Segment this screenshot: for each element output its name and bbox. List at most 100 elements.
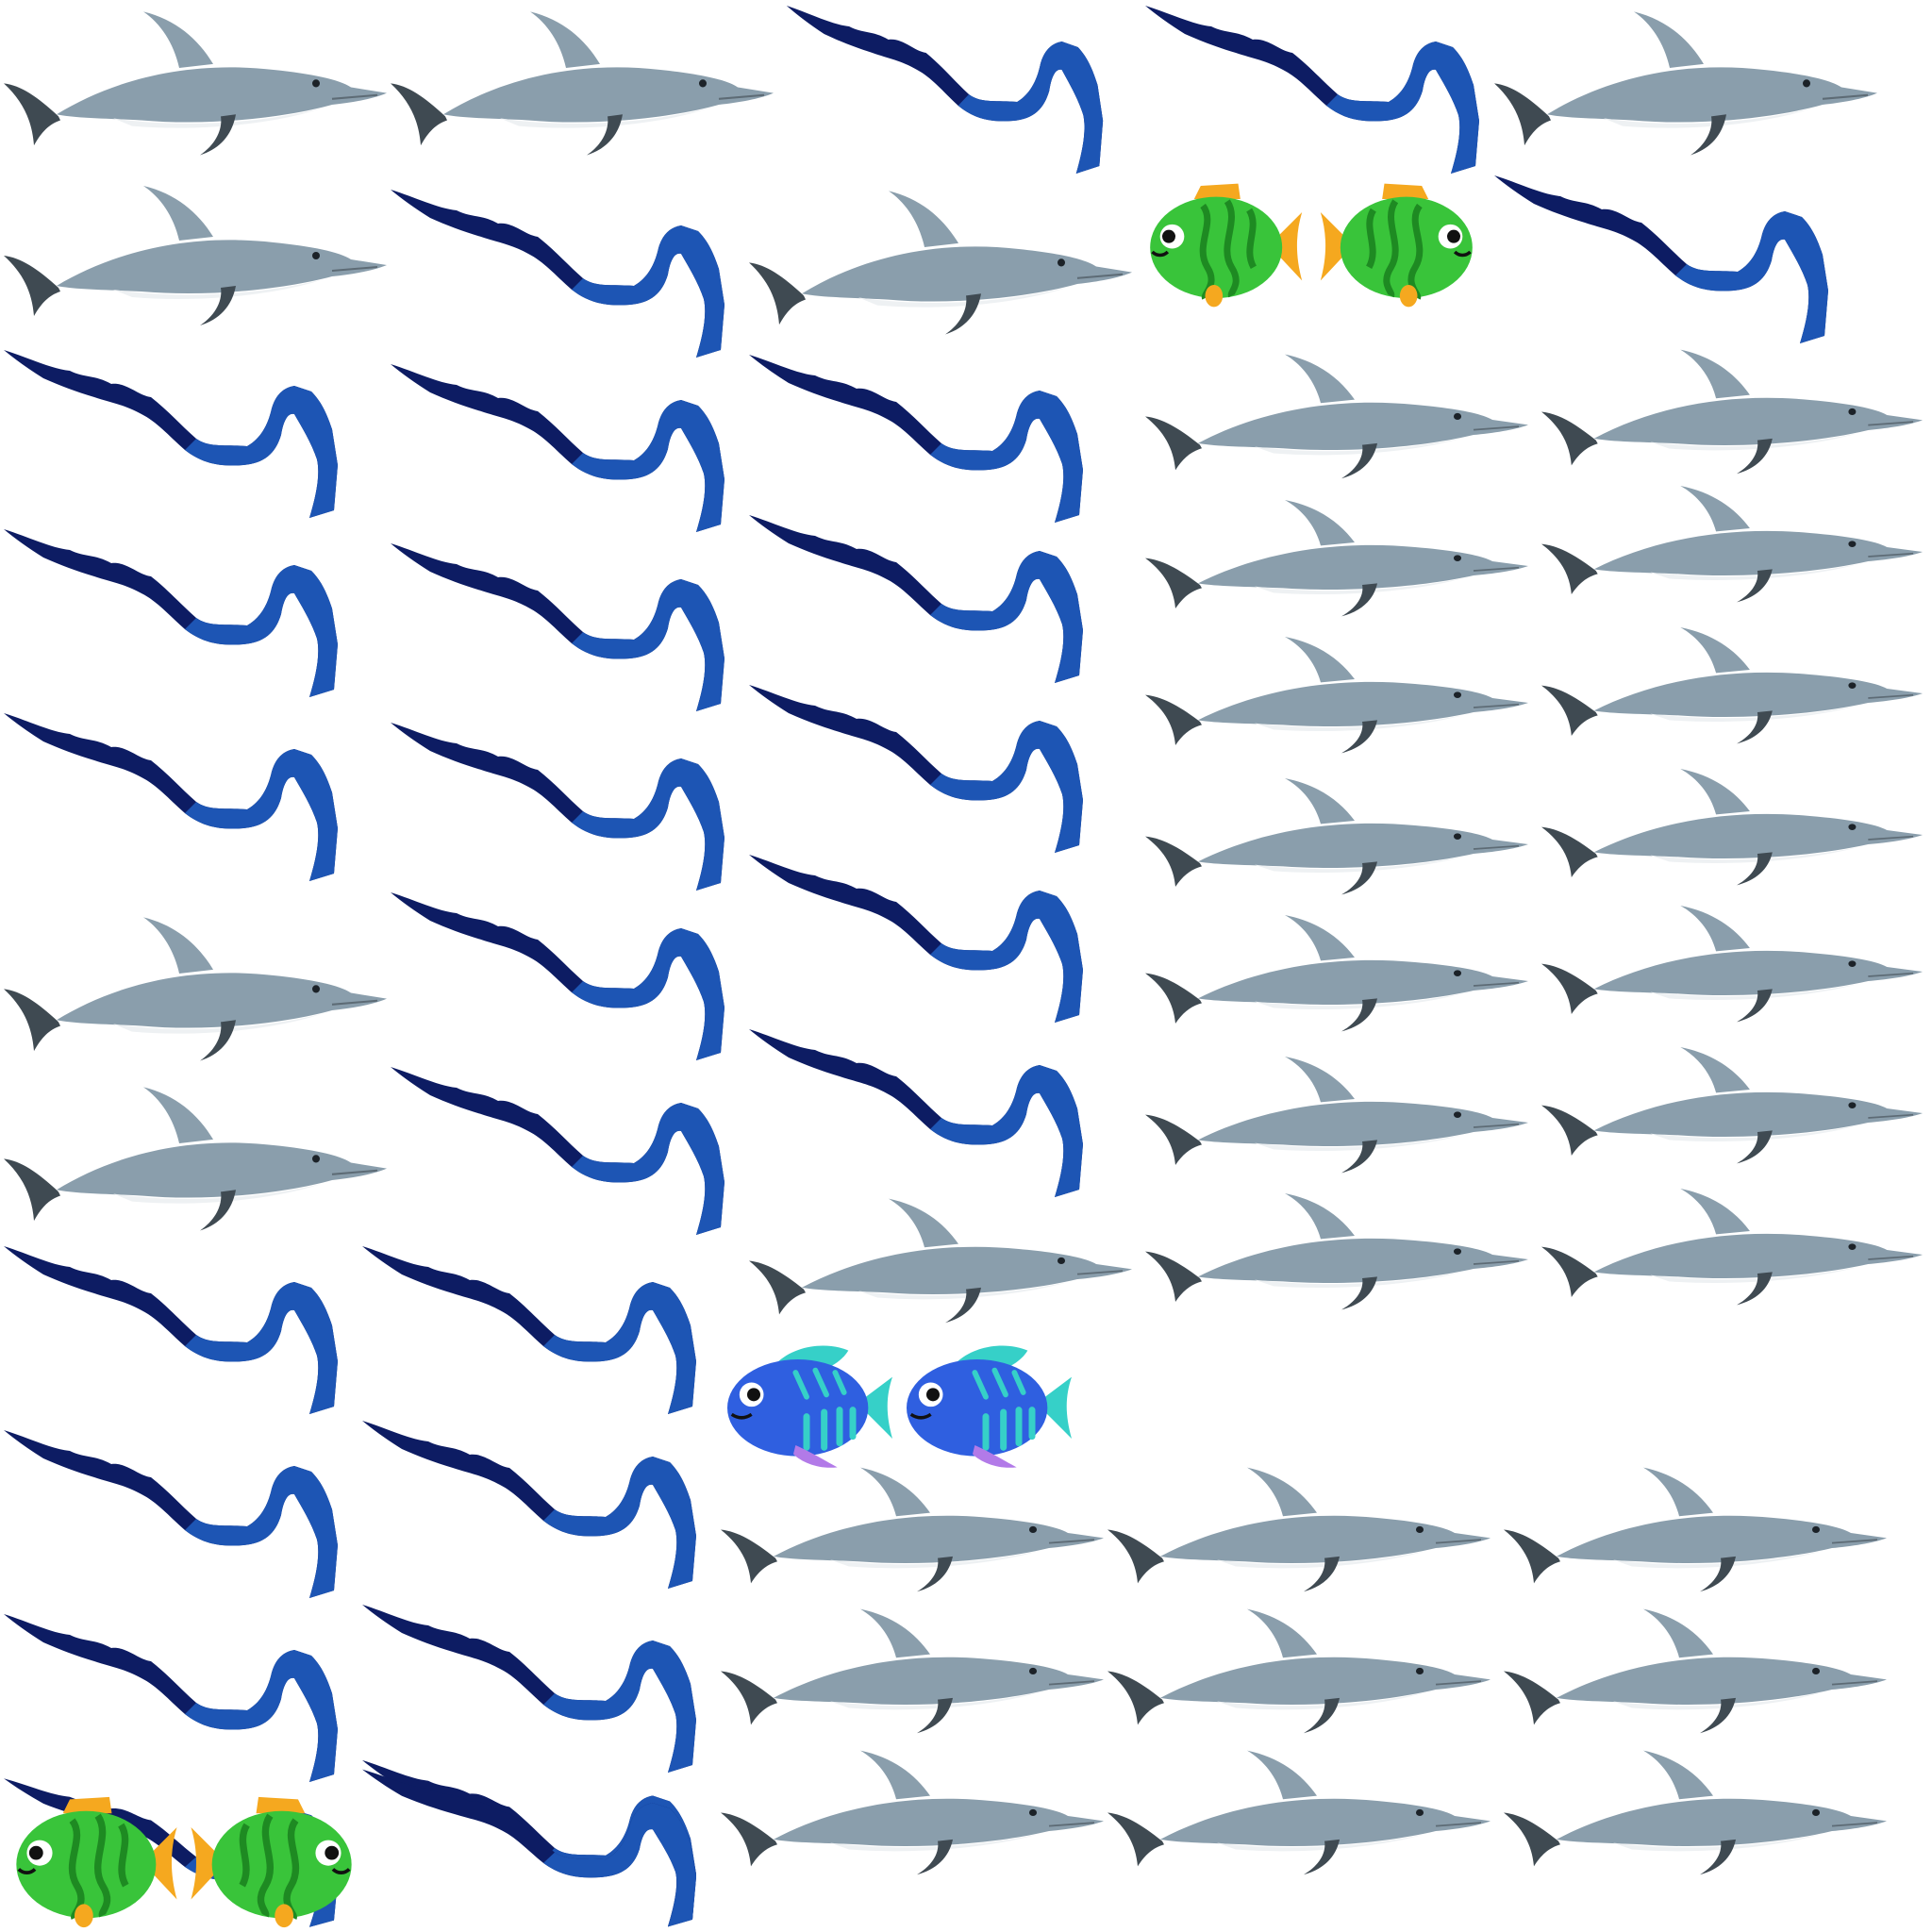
eel-r5-b[interactable]	[387, 717, 745, 896]
dolphin-icon	[717, 1457, 1113, 1608]
eel-icon	[0, 524, 358, 703]
eel-r4-c[interactable]	[745, 509, 1104, 689]
eel-r3-a[interactable]	[0, 344, 358, 524]
dolphin-icon	[745, 179, 1141, 354]
eel-r6-b[interactable]	[745, 849, 1104, 1028]
dolphin-icon	[0, 906, 396, 1080]
dolphin-r2-a[interactable]	[0, 175, 396, 344]
dolphin-r10-c[interactable]	[1500, 1457, 1896, 1608]
eel-r1-a[interactable]	[783, 0, 1123, 179]
eel-r2-b[interactable]	[1491, 170, 1849, 349]
dolphin-icon	[1538, 1179, 1932, 1321]
dolphin-r8-c[interactable]	[1538, 1038, 1932, 1179]
dolphin-r8-a[interactable]	[745, 1189, 1141, 1340]
eel-r8-a[interactable]	[0, 1241, 358, 1420]
dolphin-r11-b[interactable]	[1104, 1599, 1500, 1750]
eel-icon	[783, 0, 1123, 179]
eel-r4-b[interactable]	[387, 538, 745, 717]
dolphin-r6-a[interactable]	[0, 906, 396, 1080]
eel-icon	[0, 1608, 358, 1788]
dolphin-r11-a[interactable]	[717, 1599, 1113, 1750]
green-fish-pair-bottom[interactable]	[0, 1792, 368, 1932]
eel-icon	[745, 679, 1104, 858]
dolphin-icon	[1141, 344, 1538, 495]
dolphin-r8-b[interactable]	[1141, 1047, 1538, 1189]
dolphin-icon	[745, 1189, 1141, 1340]
dolphin-r6-c[interactable]	[1538, 759, 1932, 901]
dolphin-r5-b[interactable]	[1538, 618, 1932, 759]
dolphin-icon	[0, 175, 396, 344]
eel-r2-a[interactable]	[387, 184, 745, 363]
dolphin-icon	[1141, 906, 1538, 1047]
eel-r5-a[interactable]	[0, 708, 358, 887]
dolphin-r12-a[interactable]	[717, 1740, 1113, 1891]
dolphin-r7-a[interactable]	[0, 1075, 396, 1250]
eel-icon	[745, 349, 1104, 528]
eel-r3-c[interactable]	[745, 349, 1104, 528]
dolphin-r4-b[interactable]	[1538, 476, 1932, 618]
dolphin-icon	[1104, 1740, 1500, 1891]
dolphin-r3-a[interactable]	[1141, 344, 1538, 495]
dolphin-r7-b[interactable]	[1141, 906, 1538, 1047]
dolphin-icon	[0, 1075, 396, 1250]
dolphin-r6-b[interactable]	[1141, 769, 1538, 910]
blue-fish-icon	[717, 1340, 1075, 1472]
green-fish-icon	[1132, 179, 1491, 311]
eel-icon	[387, 538, 745, 717]
eel-icon	[387, 184, 745, 363]
dolphin-r10-a[interactable]	[717, 1457, 1113, 1608]
eel-r10-a[interactable]	[0, 1608, 358, 1788]
eel-r8-b[interactable]	[358, 1241, 717, 1420]
eel-r10-b[interactable]	[358, 1599, 717, 1778]
dolphin-icon	[1104, 1457, 1500, 1608]
dolphin-icon	[1538, 618, 1932, 759]
dolphin-r3-b[interactable]	[1538, 340, 1932, 491]
dolphin-r1-c[interactable]	[1491, 0, 1887, 175]
eel-r3-b[interactable]	[387, 358, 745, 538]
dolphin-r10-b[interactable]	[1104, 1457, 1500, 1608]
eel-r9-a[interactable]	[0, 1424, 358, 1604]
eel-icon	[745, 849, 1104, 1028]
eel-icon	[387, 358, 745, 538]
dolphin-icon	[0, 0, 396, 175]
eel-icon	[358, 1415, 717, 1594]
dolphin-icon	[1538, 759, 1932, 901]
dolphin-r5-a[interactable]	[1141, 627, 1538, 769]
eel-r7-b[interactable]	[745, 1024, 1104, 1203]
green-fish-icon	[0, 1792, 368, 1932]
eel-icon	[0, 1424, 358, 1604]
dolphin-r9-b[interactable]	[1538, 1179, 1932, 1321]
dolphin-icon	[1141, 491, 1538, 632]
eel-icon	[387, 1061, 745, 1241]
dolphin-icon	[1538, 476, 1932, 618]
eel-icon	[745, 1024, 1104, 1203]
blue-fish-pair[interactable]	[717, 1340, 1075, 1472]
dolphin-r9-a[interactable]	[1141, 1184, 1538, 1325]
eel-icon	[0, 1241, 358, 1420]
eel-r6-a[interactable]	[387, 887, 745, 1066]
dolphin-r12-b[interactable]	[1104, 1740, 1500, 1891]
dolphin-icon	[1500, 1599, 1896, 1750]
eel-r9-b[interactable]	[358, 1415, 717, 1594]
eel-r4-a[interactable]	[0, 524, 358, 703]
green-fish-pair-top[interactable]	[1132, 179, 1491, 311]
eel-r7-a[interactable]	[387, 1061, 745, 1241]
eel-icon	[0, 344, 358, 524]
dolphin-r7-c[interactable]	[1538, 896, 1932, 1038]
dolphin-icon	[1104, 1599, 1500, 1750]
eel-r1-b[interactable]	[1141, 0, 1500, 179]
eel-r5-c[interactable]	[745, 679, 1104, 858]
dolphin-r11-c[interactable]	[1500, 1599, 1896, 1750]
dolphin-r1-b[interactable]	[387, 0, 783, 175]
eel-icon	[358, 1241, 717, 1420]
eel-icon	[358, 1599, 717, 1778]
eel-r12-a[interactable]	[358, 1764, 717, 1932]
eel-icon	[387, 717, 745, 896]
dolphin-r1-a[interactable]	[0, 0, 396, 175]
eel-icon	[1491, 170, 1849, 349]
dolphin-r2-b[interactable]	[745, 179, 1141, 354]
dolphin-r4-a[interactable]	[1141, 491, 1538, 632]
eel-icon	[358, 1764, 717, 1932]
dolphin-r12-c[interactable]	[1500, 1740, 1896, 1891]
